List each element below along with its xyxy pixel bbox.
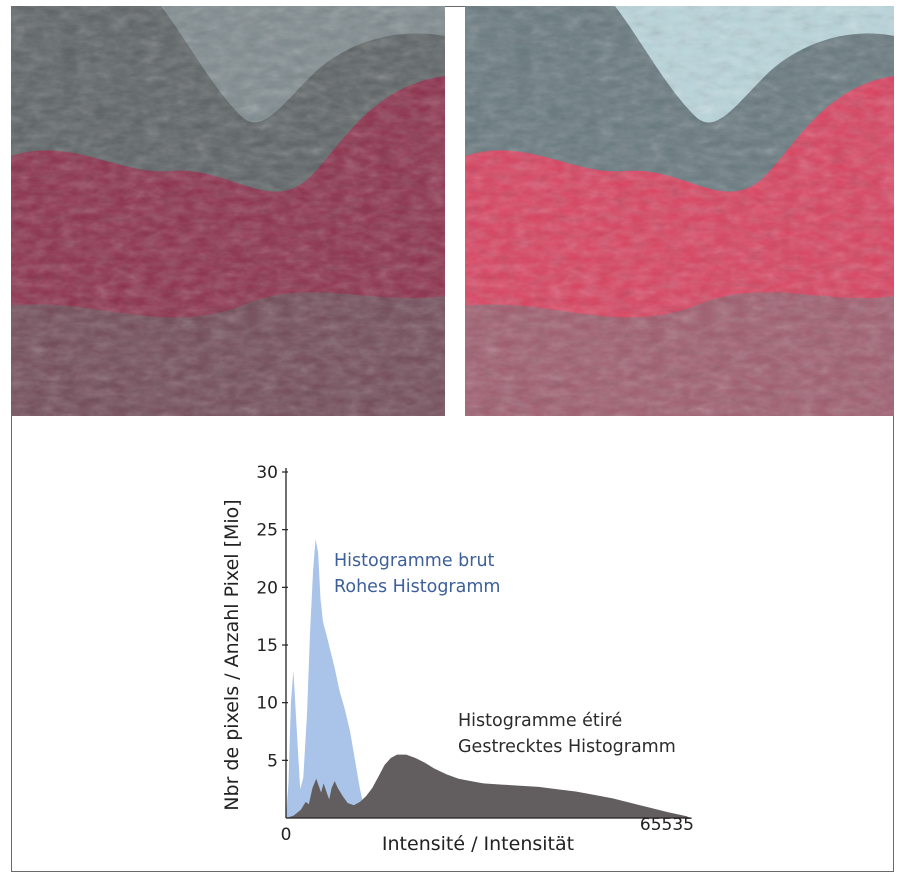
x-ticks: 0 65535 [281, 815, 694, 845]
series-area-1 [286, 538, 370, 818]
raw-satellite-image-graphic [11, 6, 445, 416]
histogram-chart: 5 10 15 20 25 30 0 65535 Nbr de pixels / Anzah… [221, 463, 694, 855]
y-tick-label: 5 [267, 751, 278, 771]
y-tick-label: 20 [256, 578, 278, 598]
y-tick-label: 25 [256, 521, 278, 541]
x-tick-label: 0 [281, 825, 292, 845]
series-labels: Histogramme brut Rohes Histogramm Histogra… [334, 551, 676, 757]
series-label: Histogramme brut [334, 551, 495, 571]
x-axis-label: Intensité / Intensität [382, 833, 574, 855]
y-tick-label: 15 [256, 636, 278, 656]
series-label: Histogramme étiré [458, 711, 622, 731]
y-ticks: 5 10 15 20 25 30 [256, 463, 288, 771]
y-axis-label: Nbr de pixels / Anzahl Pixel [Mio] [221, 499, 243, 810]
histogram-areas [286, 538, 690, 818]
y-tick-label: 30 [256, 463, 278, 483]
series-label: Gestrecktes Histogramm [458, 737, 676, 757]
y-tick-label: 10 [256, 694, 278, 714]
raw-satellite-image [11, 6, 445, 416]
series-label: Rohes Histogramm [334, 577, 500, 597]
stretched-satellite-image [465, 6, 894, 416]
series-area-2 [286, 754, 690, 818]
x-tick-label: 65535 [640, 815, 694, 835]
stretched-satellite-image-graphic [465, 6, 894, 416]
